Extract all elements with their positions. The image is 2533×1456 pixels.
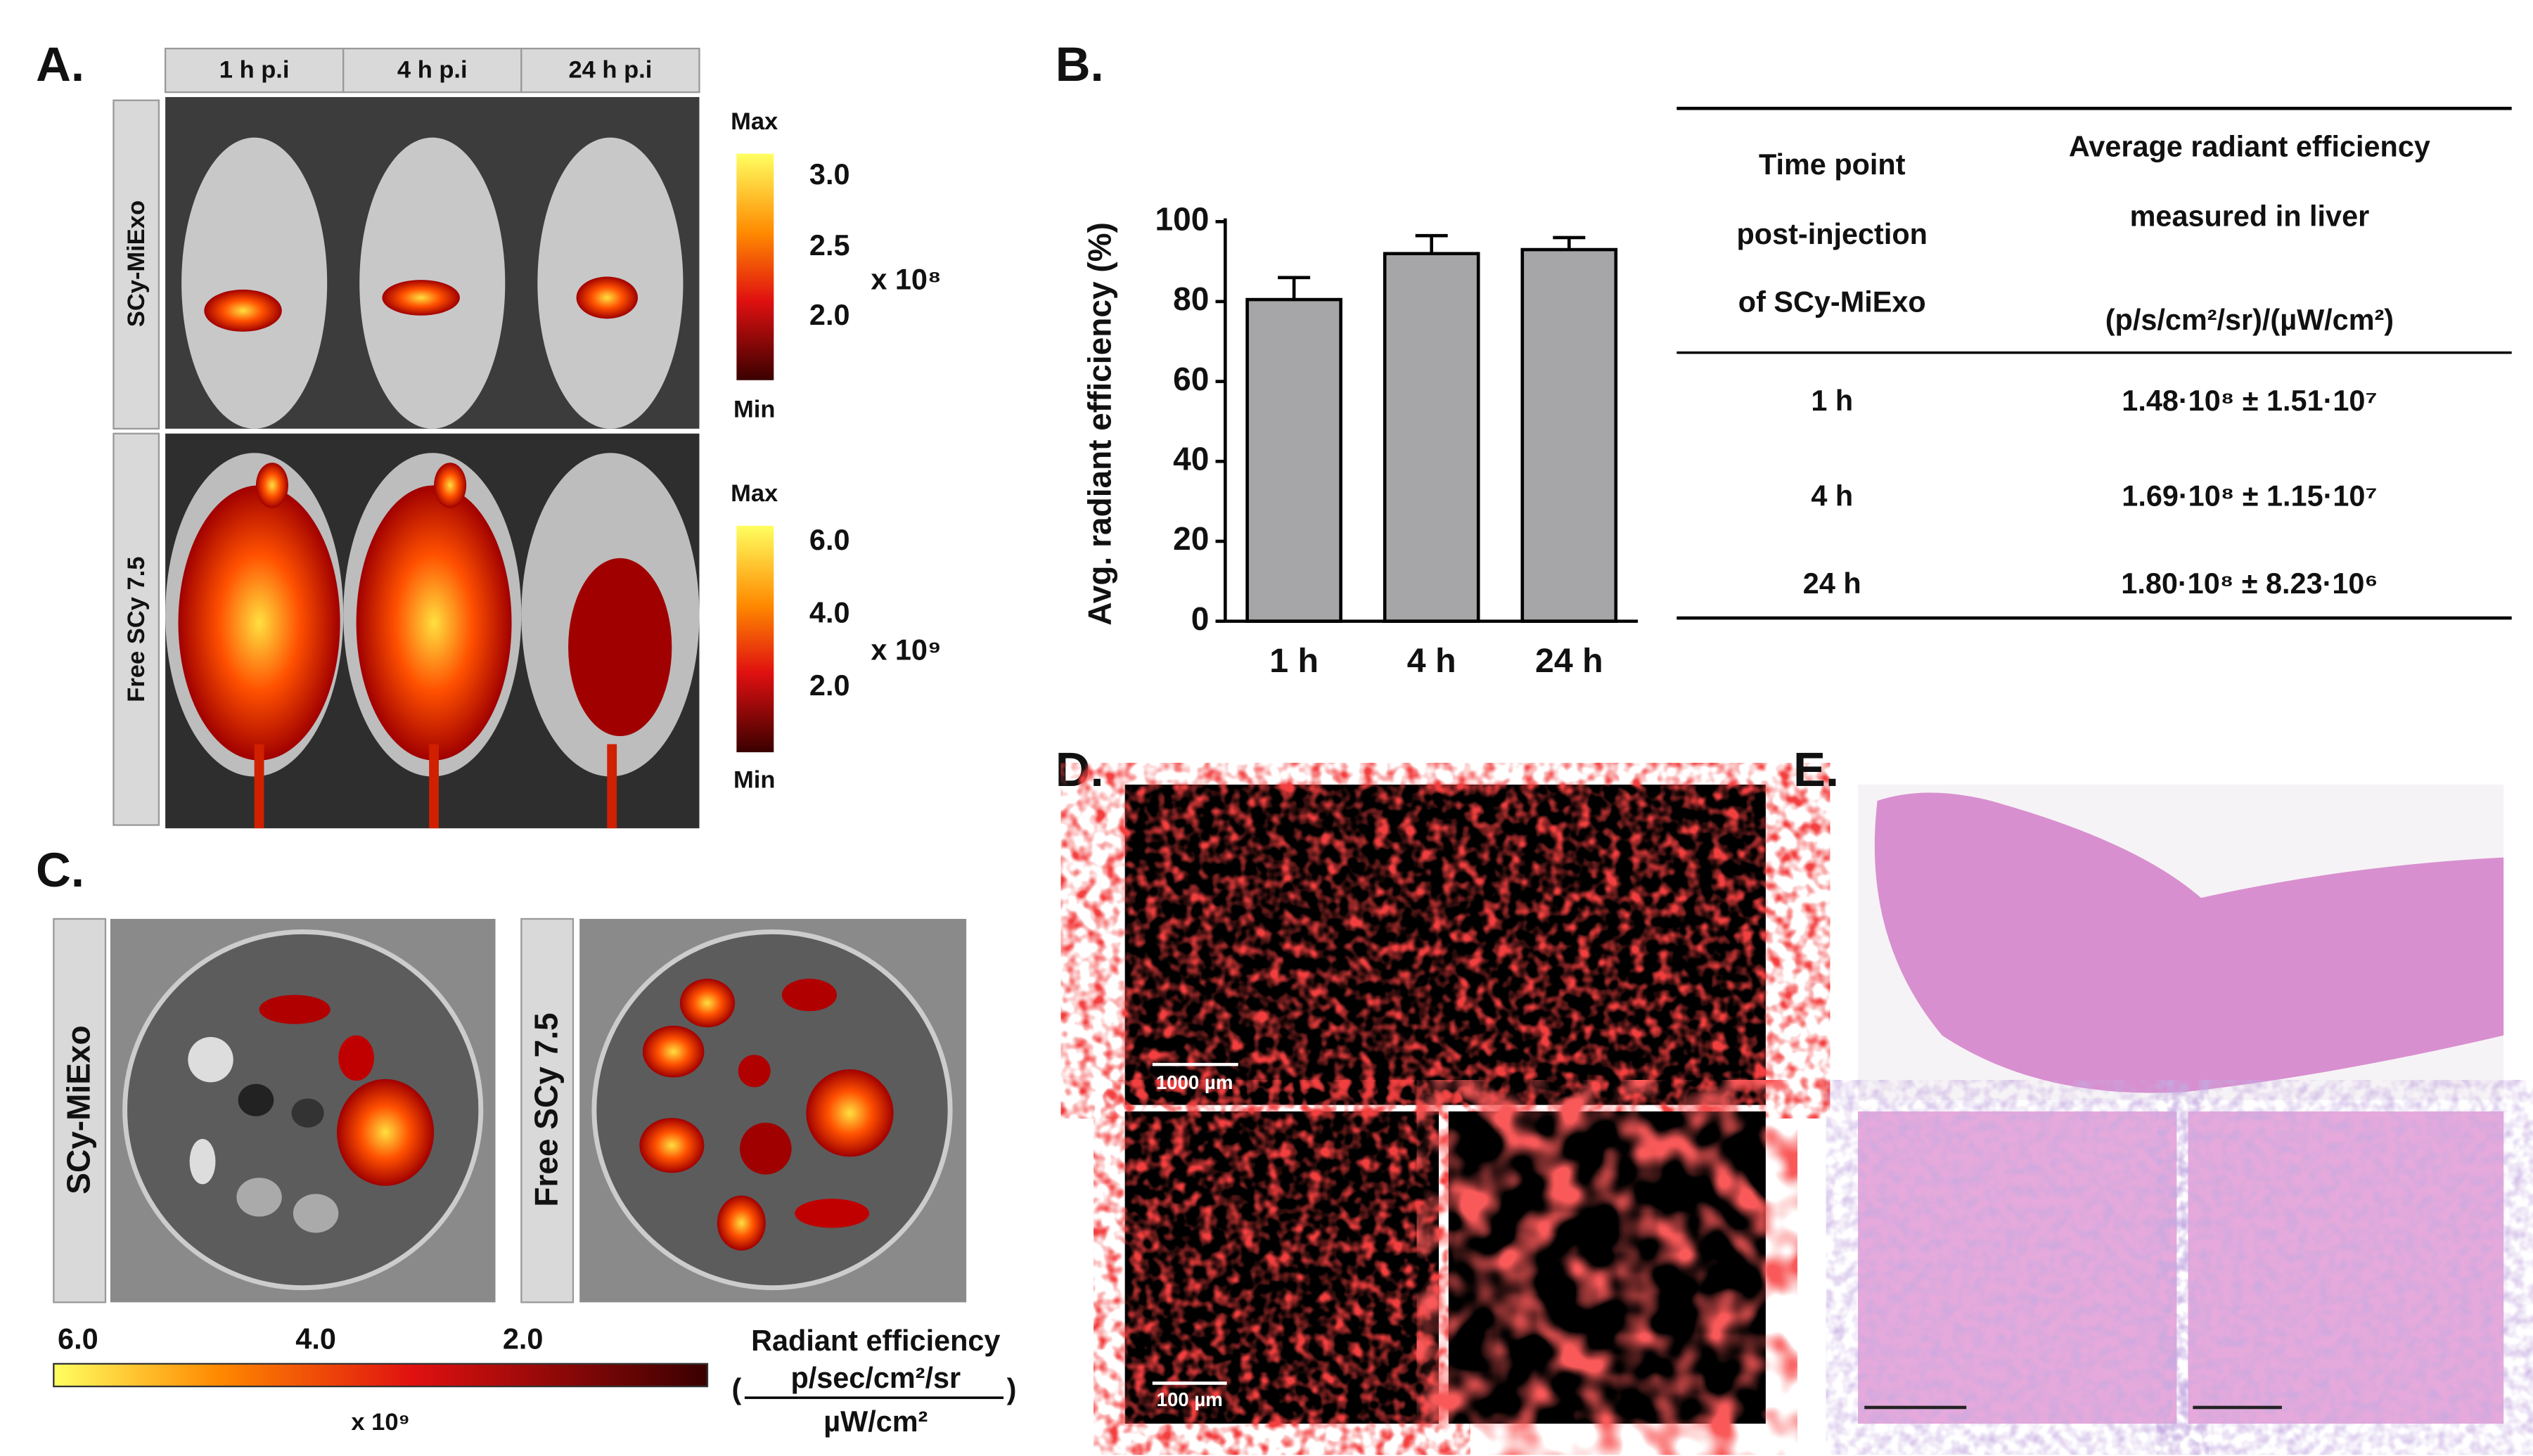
tissue xyxy=(1874,792,2504,1093)
scale-tick: 2.0 xyxy=(809,669,850,702)
x-tick-label: 4 h xyxy=(1407,642,1456,680)
fluorescence-images: 1000 µm 100 µm xyxy=(1124,785,1766,1424)
scale-c: 6.0 4.0 2.0 x 10⁹ Radiant efficiency ( p… xyxy=(53,1323,1016,1438)
tissue xyxy=(1124,1111,1439,1424)
table-cell: 4 h xyxy=(1811,480,1853,513)
y-tick-label: 40 xyxy=(1173,440,1209,477)
panel-label: B. xyxy=(1056,37,1104,91)
scale-multiplier: x 10⁸ xyxy=(871,263,941,295)
table-cell: 24 h xyxy=(1803,567,1861,600)
organs xyxy=(188,1037,339,1233)
y-tick-label: 0 xyxy=(1191,600,1210,637)
scale-min: Min xyxy=(733,397,775,423)
body-signal xyxy=(568,558,672,737)
table-header: post-injection xyxy=(1737,218,1928,250)
table-header: Average radiant efficiency xyxy=(2069,131,2430,163)
organ-images: SCy-MiExo Free SCy 7.5 xyxy=(53,917,967,1303)
scale-tick: 6.0 xyxy=(809,524,850,556)
colorbar xyxy=(53,1362,709,1388)
tails xyxy=(254,744,617,829)
paren: ) xyxy=(1007,1373,1017,1405)
row-box xyxy=(113,99,160,430)
y-axis-label: Avg. radiant efficiency (%) xyxy=(1082,222,1118,626)
scale-max: Max xyxy=(731,480,778,507)
histology-images xyxy=(1858,785,2504,1424)
organ xyxy=(238,1083,274,1116)
colorbar xyxy=(736,525,774,753)
table-cell: 1 h xyxy=(1811,385,1853,417)
paren: ( xyxy=(731,1373,741,1405)
table-header: measured in liver xyxy=(2130,200,2370,233)
table-cell: 1.48·10⁸ ± 1.51·10⁷ xyxy=(2122,385,2377,417)
tissue xyxy=(2188,1111,2504,1424)
panel-a-headers: 1 h p.i 4 h p.i 24 h p.i SCy-MiExo Free … xyxy=(113,47,700,826)
scale-tick: 4.0 xyxy=(295,1323,336,1355)
table: Time point post-injection of SCy-MiExo A… xyxy=(1676,106,2512,620)
bar xyxy=(1520,247,1618,623)
y-tick-label: 20 xyxy=(1173,520,1209,557)
panel-label: A. xyxy=(36,37,84,91)
column-header: 1 h p.i xyxy=(219,56,290,83)
row-header: Free SCy 7.5 xyxy=(528,1012,565,1206)
row-box xyxy=(113,432,160,826)
row-header: SCy-MiExo xyxy=(60,1025,97,1194)
bar xyxy=(1245,297,1342,623)
liver-signal xyxy=(204,276,639,332)
body-signal xyxy=(178,463,512,761)
mouse-images xyxy=(165,97,700,829)
header-box xyxy=(164,47,345,94)
scale-multiplier: x 10⁹ xyxy=(351,1409,410,1436)
scale-tick: 2.0 xyxy=(503,1323,544,1355)
scale-bar-label: 100 µm xyxy=(1157,1389,1223,1410)
scale-tick: 4.0 xyxy=(809,596,850,629)
dish xyxy=(591,929,953,1291)
scale-min: Min xyxy=(733,767,775,794)
y-tick-label: 60 xyxy=(1173,361,1209,397)
scale-multiplier: x 10⁹ xyxy=(871,633,941,666)
y-tick-label: 80 xyxy=(1173,281,1209,317)
tissue xyxy=(1448,1111,1766,1424)
scale-a: Max 3.0 2.5 2.0 x 10⁸ Min Max 6.0 4.0 2.… xyxy=(731,108,941,794)
column-header: 24 h p.i xyxy=(568,56,652,83)
row-header: Free SCy 7.5 xyxy=(123,557,150,702)
row-box xyxy=(53,917,107,1303)
table-cell: 1.69·10⁸ ± 1.15·10⁷ xyxy=(2122,480,2377,513)
panel-label: E. xyxy=(1793,742,1839,797)
bar-chart: Avg. radiant efficiency (%) 0 20 40 60 80 100… xyxy=(1082,200,1639,680)
scale-tick: 2.0 xyxy=(809,299,850,331)
y-tick-label: 100 xyxy=(1155,200,1210,237)
table-header: of SCy-MiExo xyxy=(1738,286,1926,318)
header-box xyxy=(342,47,522,94)
scale-tick: 6.0 xyxy=(58,1323,98,1355)
organ xyxy=(291,1098,324,1128)
table-header: (p/s/cm²/sr)/(µW/cm²) xyxy=(2105,304,2394,336)
organ-signal xyxy=(259,979,894,1251)
tissue xyxy=(1858,1111,2177,1424)
scale-title: Radiant efficiency xyxy=(751,1325,1000,1357)
scale-bar-label: 1000 µm xyxy=(1156,1071,1233,1093)
table-header: Time point xyxy=(1759,148,1906,181)
tissue xyxy=(1124,792,1766,1089)
x-tick-label: 24 h xyxy=(1535,642,1603,680)
row-box xyxy=(520,917,575,1303)
scale-tick: 2.5 xyxy=(809,229,850,262)
unit-denominator: µW/cm² xyxy=(823,1405,928,1438)
column-header: 4 h p.i xyxy=(397,56,468,83)
panel-label: D. xyxy=(1056,742,1104,797)
header-box xyxy=(520,47,700,94)
colorbar xyxy=(736,153,774,380)
table-cell: 1.80·10⁸ ± 8.23·10⁶ xyxy=(2121,567,2378,600)
row-header: SCy-MiExo xyxy=(123,200,150,327)
x-tick-label: 1 h xyxy=(1269,642,1319,680)
scale-max: Max xyxy=(731,108,778,135)
unit-numerator: p/sec/cm²/sr xyxy=(790,1362,961,1394)
scale-tick: 3.0 xyxy=(809,158,850,191)
bar xyxy=(1383,252,1480,623)
panel-label: C. xyxy=(36,843,84,897)
